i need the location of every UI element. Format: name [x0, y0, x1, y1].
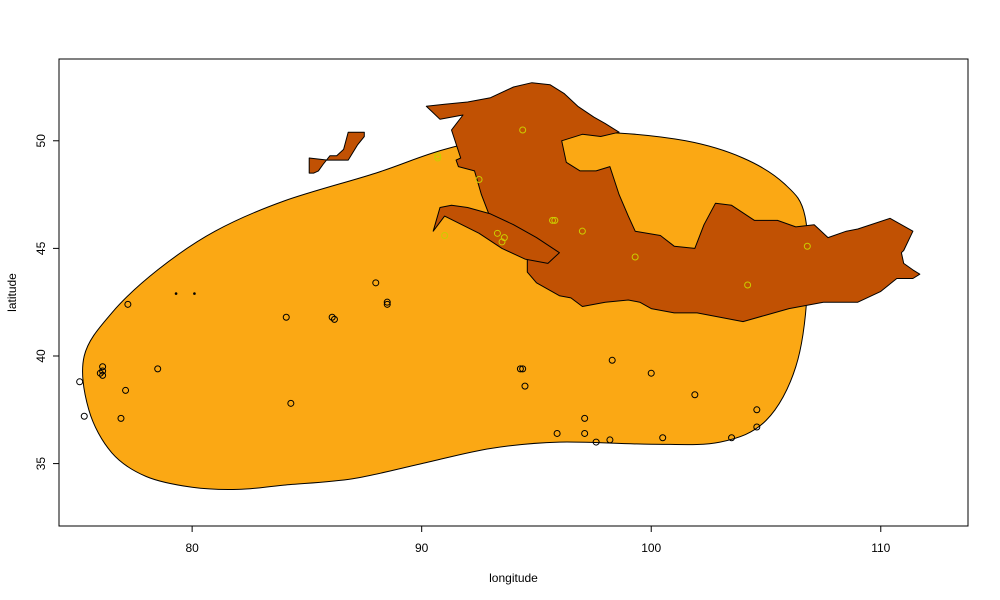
data-point — [608, 356, 616, 364]
data-point — [691, 391, 699, 399]
data-point — [124, 300, 132, 308]
regions-layer — [82, 82, 921, 491]
data-point-overlay — [803, 242, 811, 250]
data-point — [659, 434, 667, 442]
axis-ticks: 80 90 100 110 35 40 45 50 — [34, 134, 891, 555]
y-tick-label: 50 — [34, 134, 48, 148]
data-point-overlay — [519, 126, 527, 134]
data-point — [606, 436, 614, 444]
data-point — [282, 313, 290, 321]
data-point — [328, 313, 336, 321]
data-point-overlay — [441, 231, 449, 239]
data-point-overlay — [549, 216, 557, 224]
data-point-overlay — [744, 281, 752, 289]
data-point — [753, 423, 761, 431]
data-point-overlay — [475, 176, 483, 184]
data-point — [553, 429, 561, 437]
data-point — [383, 298, 391, 306]
data-point — [80, 412, 88, 420]
data-point — [383, 300, 391, 308]
data-point-overlay — [631, 253, 639, 261]
data-point — [581, 414, 589, 422]
data-point — [287, 399, 295, 407]
data-point-overlay — [434, 154, 442, 162]
data-point-overlay — [434, 152, 442, 160]
data-point-overlay — [493, 229, 501, 237]
data-point — [753, 406, 761, 414]
x-tick-label: 80 — [185, 541, 199, 555]
y-tick-label: 45 — [34, 241, 48, 255]
data-point — [99, 363, 107, 371]
data-point — [647, 369, 655, 377]
data-point — [96, 369, 104, 377]
x-tick-label: 100 — [641, 541, 661, 555]
data-point — [581, 429, 589, 437]
data-point-dot — [193, 292, 196, 295]
data-point — [330, 315, 338, 323]
data-point — [122, 386, 130, 394]
data-point-dot — [174, 292, 178, 295]
data-point — [372, 279, 380, 287]
x-tick-label: 90 — [415, 541, 429, 555]
data-point — [99, 371, 107, 379]
data-point — [154, 365, 162, 373]
data-point — [76, 378, 84, 386]
data-point — [99, 367, 107, 375]
plot-frame — [58, 58, 969, 527]
data-point — [516, 365, 524, 373]
y-axis-label: latitude — [5, 273, 19, 312]
data-point — [519, 365, 527, 373]
data-point — [728, 434, 736, 442]
data-point-overlay — [578, 227, 586, 235]
x-tick-label: 110 — [871, 541, 890, 555]
overlay-strip — [432, 204, 560, 264]
y-tick-label: 40 — [34, 349, 48, 363]
data-point — [117, 414, 125, 422]
data-point-overlay — [498, 238, 506, 246]
data-point — [592, 438, 600, 446]
overlay-island — [308, 131, 365, 174]
y-tick-label: 35 — [34, 457, 48, 471]
points-layer — [76, 126, 811, 446]
x-axis-label: longitude — [489, 571, 538, 585]
data-point — [521, 382, 529, 390]
data-point-overlay — [551, 216, 559, 224]
